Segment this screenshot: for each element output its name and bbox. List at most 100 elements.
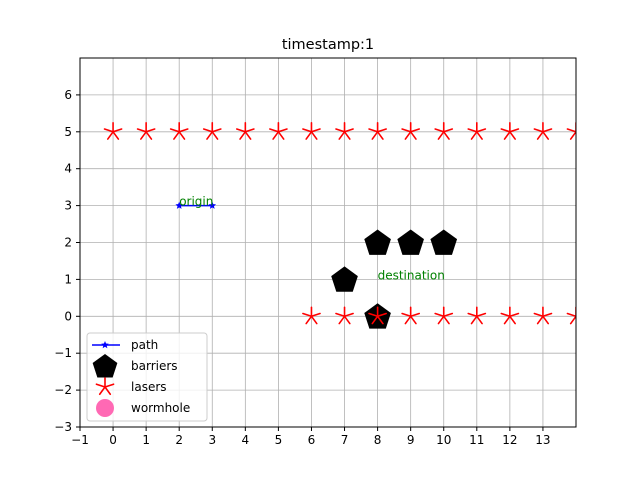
y-tick-label: 6 (64, 88, 72, 102)
laser-marker (335, 122, 354, 140)
barrier-marker (430, 229, 458, 255)
laser-marker-arm (509, 312, 520, 318)
laser-marker-arm (310, 315, 318, 325)
x-tick-label: −1 (71, 433, 89, 447)
laser-marker (467, 306, 487, 325)
x-tick-label: 12 (502, 433, 517, 447)
laser-marker-arm (470, 315, 478, 325)
laser-marker (235, 122, 255, 140)
legend-laser-marker-arm (98, 386, 106, 396)
laser-marker-arm (401, 128, 412, 133)
laser-marker-arm (376, 315, 384, 325)
laser-marker (500, 122, 520, 140)
chart-title: timestamp:1 (282, 37, 374, 53)
laser-marker-arm (202, 128, 214, 133)
path-point (208, 201, 217, 209)
laser-marker-arm (467, 312, 478, 318)
laser-marker-arm (566, 312, 576, 318)
legend-label-barriers: barriers (131, 359, 178, 373)
laser-marker-arm (106, 131, 114, 140)
laser-marker-arm (376, 128, 387, 133)
laser-marker-arm (305, 315, 313, 325)
laser-marker (467, 122, 487, 140)
laser-marker (335, 306, 354, 325)
laser-marker (401, 122, 421, 140)
laser-marker-arm (140, 131, 147, 140)
laser-marker-arm (409, 131, 417, 140)
laser-marker-arm (112, 131, 120, 140)
y-tick-label: 0 (64, 309, 72, 323)
laser-marker-arm (376, 312, 387, 318)
x-tick-label: 8 (374, 433, 382, 447)
laser-marker-arm (566, 128, 576, 133)
laser-marker (302, 122, 321, 140)
laser-marker-arm (239, 131, 247, 140)
laser-marker-arm (206, 131, 214, 140)
laser-marker-arm (409, 128, 421, 133)
legend-barrier-marker (92, 354, 118, 378)
laser-marker-arm (437, 315, 445, 325)
laser-marker-arm (536, 131, 544, 140)
laser-marker-arm (338, 315, 346, 325)
legend-frame (86, 332, 208, 422)
laser-marker (368, 306, 387, 325)
laser-marker-arm (437, 131, 445, 140)
laser-marker (566, 122, 576, 140)
laser-marker (566, 306, 576, 325)
laser-marker-arm (277, 131, 285, 140)
laser-marker-arm (343, 312, 354, 318)
laser-marker-arm (169, 128, 180, 133)
laser-marker-arm (235, 128, 247, 133)
legend: path barriers lasers wormhole (86, 332, 208, 422)
laser-marker (269, 122, 288, 140)
laser-marker-arm (335, 128, 346, 133)
laser-marker (302, 306, 321, 325)
laser-marker (434, 122, 454, 140)
x-tick-label: 5 (275, 433, 283, 447)
x-tick-label: 11 (469, 433, 484, 447)
laser-marker-arm (343, 128, 354, 133)
laser-marker-arm (500, 128, 511, 133)
laser-marker-arm (376, 131, 384, 140)
laser-marker-arm (434, 312, 445, 318)
laser-marker-arm (569, 315, 576, 325)
x-tick-label: 10 (436, 433, 451, 447)
y-tick-label: 1 (64, 272, 72, 286)
legend-label-path: path (131, 338, 158, 352)
laser-marker (103, 122, 123, 140)
laser-marker-arm (475, 128, 487, 133)
laser-marker-arm (442, 312, 454, 318)
laser-marker-arm (503, 315, 511, 325)
laser-marker-arm (500, 312, 511, 318)
laser-marker-arm (475, 315, 483, 325)
legend-laser-marker (95, 377, 115, 396)
laser-marker-arm (409, 312, 421, 318)
laser-marker-arm (467, 128, 478, 133)
laser-marker-arm (343, 131, 351, 140)
laser-marker-arm (310, 128, 321, 133)
x-tick-label: 0 (109, 433, 117, 447)
path-point (175, 201, 183, 209)
laser-marker-arm (173, 131, 180, 140)
y-tick-label: 4 (64, 162, 72, 176)
laser-marker-arm (569, 131, 576, 140)
laser-marker-arm (302, 312, 313, 318)
laser-marker-arm (305, 131, 313, 140)
laser-marker-arm (244, 128, 255, 133)
laser-marker (500, 306, 520, 325)
laser-marker-arm (536, 315, 544, 325)
x-tick-label: 7 (341, 433, 349, 447)
laser-marker-arm (542, 131, 550, 140)
laser-marker-arm (542, 312, 553, 318)
laser-marker-arm (368, 312, 379, 318)
y-tick-label: −2 (54, 383, 72, 397)
laser-marker-arm (542, 128, 553, 133)
y-tick-label: 3 (64, 199, 72, 213)
laser-marker (136, 122, 156, 140)
laser-marker-arm (178, 128, 189, 133)
laser-marker (368, 122, 387, 140)
laser-marker (533, 122, 553, 140)
legend-path-marker (101, 341, 109, 349)
legend-laser-marker-arm (95, 383, 106, 388)
barrier-marker (397, 229, 424, 255)
